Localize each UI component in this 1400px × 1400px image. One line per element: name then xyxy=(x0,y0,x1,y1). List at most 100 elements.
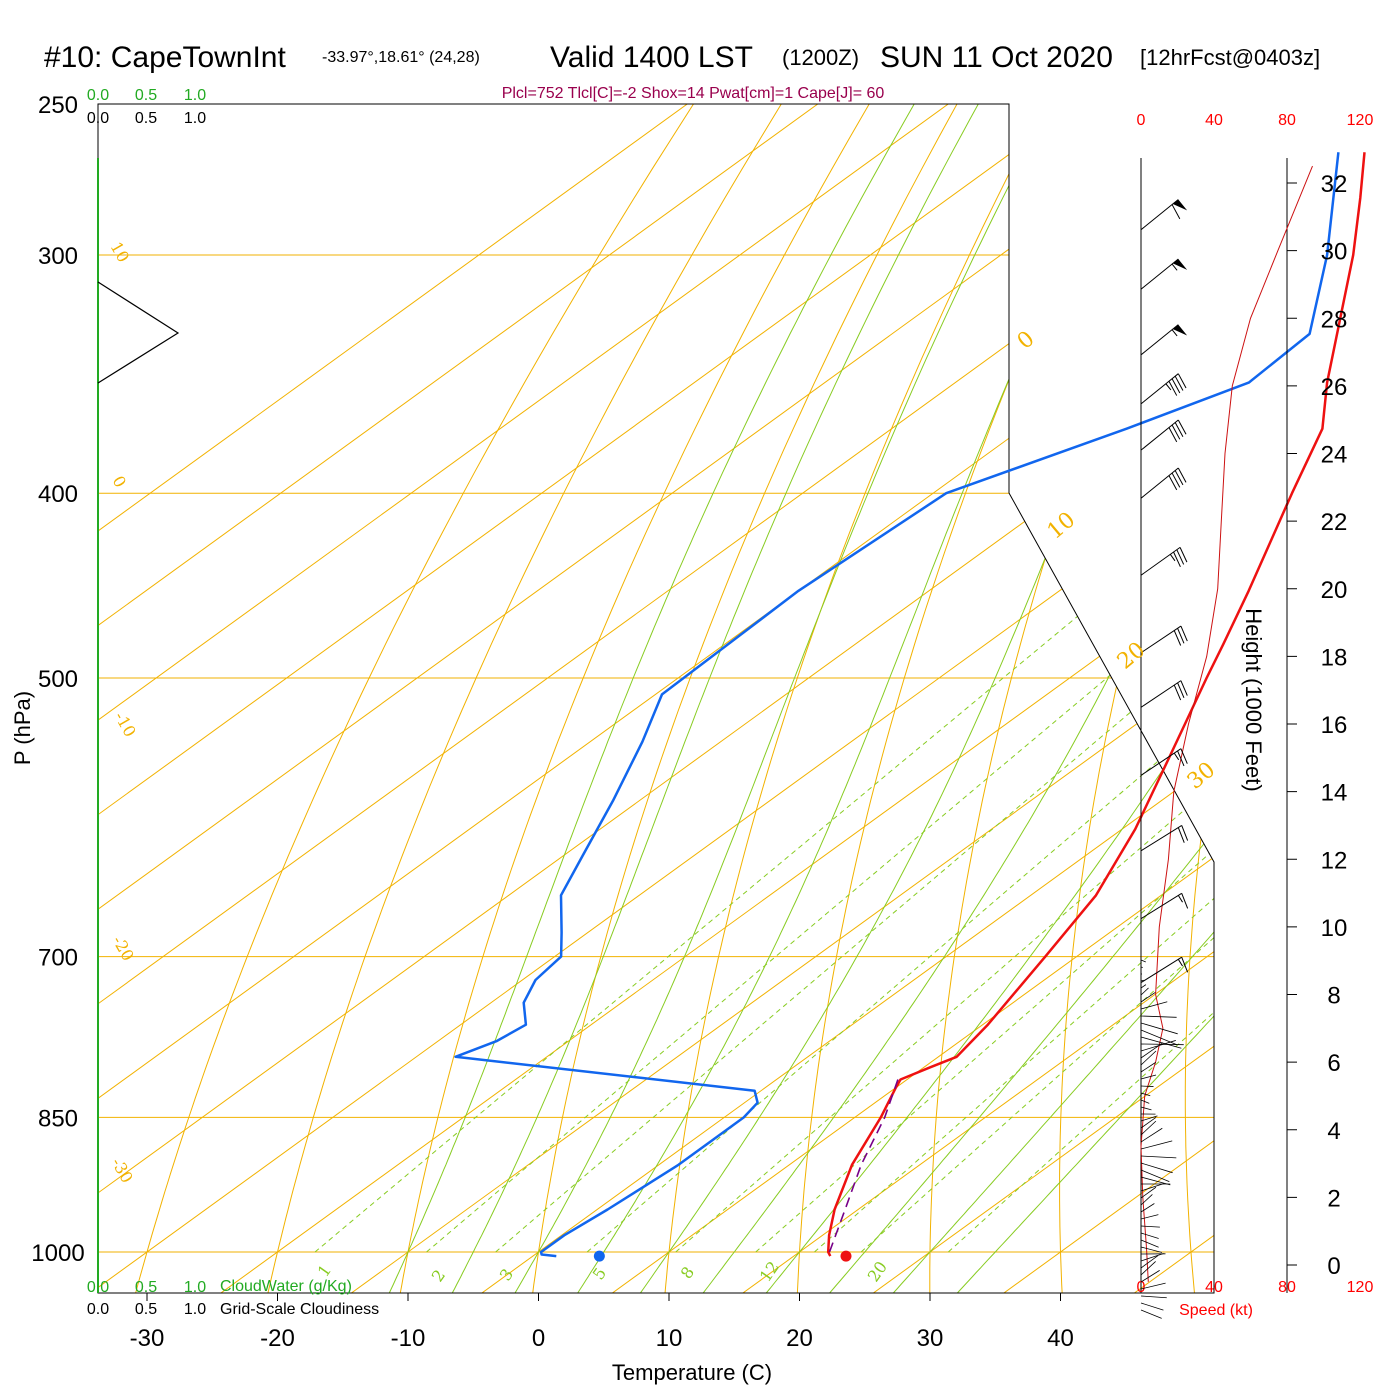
mixing-ratio-line xyxy=(755,492,1214,1253)
moist-adiabat-line xyxy=(921,104,1214,1293)
isotherm-label: 0 xyxy=(109,473,131,491)
temperature-surface-marker xyxy=(840,1250,852,1262)
low-level-wind-barb xyxy=(1140,959,1146,963)
low-level-wind-barb xyxy=(1140,1225,1160,1228)
low-level-wind-barb xyxy=(1140,1155,1177,1159)
wind-barb-flag xyxy=(1174,422,1184,438)
speed-tick-label-bottom: 40 xyxy=(1205,1279,1223,1296)
moist-adiabat-line xyxy=(858,104,1214,1293)
wind-barb-pennant xyxy=(1172,259,1188,270)
low-level-wind-barb xyxy=(1140,1140,1173,1150)
wind-barb-shaft xyxy=(1140,324,1179,356)
cloud-water-label: CloudWater (g/Kg) xyxy=(220,1278,352,1295)
dewpoint-surface-marker xyxy=(593,1250,605,1262)
height-tick-label: 14 xyxy=(1321,780,1348,807)
moist-adiabat-line xyxy=(612,104,1214,1293)
cloudiness-scale-bottom: 1.0 xyxy=(184,1301,206,1318)
low-level-wind-barb xyxy=(1140,1239,1159,1248)
wind-barb-shaft xyxy=(1140,824,1182,852)
height-tick-label: 28 xyxy=(1321,306,1348,333)
height-tick-label: 22 xyxy=(1321,509,1348,536)
low-level-wind-barb xyxy=(1140,1295,1167,1299)
dewpoint-profile-line xyxy=(454,152,1340,1258)
low-level-wind-barb xyxy=(1140,1270,1160,1283)
wind-barb-shaft xyxy=(1140,467,1179,499)
wind-barb-flag xyxy=(1173,684,1182,701)
height-tick-label: 32 xyxy=(1321,171,1348,198)
wind-barb-flag xyxy=(1177,750,1185,767)
wind-barb-flag xyxy=(1168,475,1178,491)
low-level-wind-barb xyxy=(1140,1162,1173,1174)
wind-barb-half-flag xyxy=(1177,895,1183,903)
moist-adiabat-line xyxy=(796,104,1214,1293)
low-level-wind-barb xyxy=(1140,1246,1163,1253)
isotherm-line xyxy=(690,104,1214,1293)
wind-barb-shaft xyxy=(1140,625,1182,654)
wind-barb-flag xyxy=(1177,467,1187,483)
low-level-wind-barb xyxy=(1140,1282,1166,1290)
height-tick-label: 24 xyxy=(1321,442,1348,469)
wind-barb-flag xyxy=(1177,628,1185,644)
temperature-tick-label: 30 xyxy=(917,1325,944,1352)
low-level-wind-barb xyxy=(1140,1255,1159,1269)
wind-barb-flag xyxy=(1180,625,1188,642)
cloud-water-scale-top: 1.0 xyxy=(184,87,206,104)
wind-barb-shaft xyxy=(1140,373,1179,405)
mixing-ratio-label: 3 xyxy=(496,1265,517,1284)
dry-adiabat-label: 30 xyxy=(1183,757,1221,794)
height-tick-label: 8 xyxy=(1327,983,1340,1010)
chart-title-utc: (1200Z) xyxy=(782,45,859,70)
dry-adiabat-line xyxy=(393,104,982,1293)
temperature-axis: -30 -20 -10 0 10 20 30 40 xyxy=(130,1293,1074,1352)
low-level-wind-barb xyxy=(1140,1214,1159,1220)
moist-adiabat-line xyxy=(673,104,1214,1293)
low-level-wind-barb xyxy=(1140,1050,1157,1066)
low-level-wind-barb xyxy=(1140,1015,1177,1018)
chart-title-forecast: [12hrFcst@0403z] xyxy=(1140,45,1320,70)
speed-tick-label-top: 40 xyxy=(1205,112,1223,129)
cloudiness-scale-bottom: 0.5 xyxy=(135,1301,157,1318)
dry-adiabat-line xyxy=(661,104,1147,1293)
height-tick-label: 16 xyxy=(1321,712,1348,739)
low-level-wind-barb xyxy=(1140,1036,1182,1049)
low-level-wind-barb xyxy=(1140,1074,1157,1080)
isotherm-line xyxy=(98,104,1214,1293)
dry-adiabat-line xyxy=(259,104,900,1293)
low-level-wind-barb xyxy=(1140,1203,1155,1213)
temperature-profile-line xyxy=(826,152,1366,1257)
height-tick-label: 4 xyxy=(1327,1118,1340,1145)
wind-barb-shaft xyxy=(1140,956,1182,984)
temperature-tick-label: 10 xyxy=(656,1325,683,1352)
wind-barb-flag xyxy=(1179,547,1188,563)
low-level-wind-barb xyxy=(1140,1092,1151,1097)
dry-adiabat-label: 0 xyxy=(1013,326,1040,354)
cloud-water-scale-bottom: 1.0 xyxy=(184,1279,206,1296)
wind-barb-shaft xyxy=(1140,546,1181,576)
wind-barb-shaft xyxy=(1140,199,1179,231)
isotherm-label: -10 xyxy=(111,709,140,741)
low-level-wind-barb xyxy=(1140,1169,1170,1182)
height-tick-label: 30 xyxy=(1321,239,1348,266)
height-tick-label: 20 xyxy=(1321,577,1348,604)
height-tick-label: 0 xyxy=(1327,1253,1340,1280)
pressure-tick-label: 850 xyxy=(38,1105,78,1132)
wind-barb-flag xyxy=(1174,470,1184,486)
wind-barb-half-flag xyxy=(1165,383,1172,391)
low-level-wind-barb xyxy=(1140,984,1147,989)
low-level-wind-barb xyxy=(1140,1117,1157,1129)
speed-axis-label: Speed (kt) xyxy=(1179,1302,1253,1319)
wind-barb-flag xyxy=(1171,378,1181,394)
pressure-tick-label: 700 xyxy=(38,945,78,972)
speed-tick-label-bottom: 80 xyxy=(1278,1279,1296,1296)
isotherm-line xyxy=(298,104,1214,1293)
wind-barb-flag xyxy=(1181,825,1189,841)
pressure-tick-label: 300 xyxy=(38,243,78,270)
thermodynamic-guides: 10 0 -10 -20 -30 xyxy=(98,104,1214,1293)
temperature-tick-label: 20 xyxy=(786,1325,813,1352)
isotherm-line xyxy=(820,104,1214,1293)
wind-barb-flag xyxy=(1181,893,1189,909)
pressure-tick-label: 1000 xyxy=(31,1240,84,1267)
low-level-wind-barb xyxy=(1140,1253,1164,1262)
